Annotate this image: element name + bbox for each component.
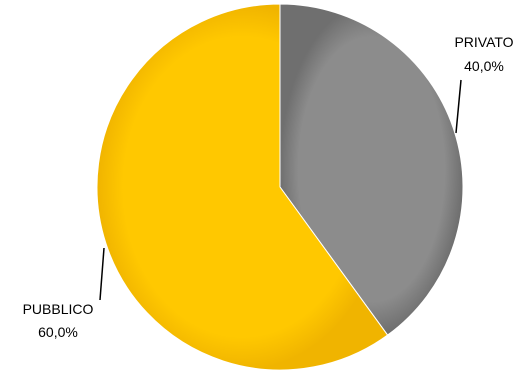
slice-value-pubblico: 60,0% xyxy=(38,324,78,340)
slice-value-privato: 40,0% xyxy=(464,58,504,74)
slice-label-privato: PRIVATO xyxy=(454,34,513,50)
leader-line-privato xyxy=(455,79,462,134)
pie-slice-pubblico xyxy=(96,3,389,371)
slice-label-pubblico: PUBBLICO xyxy=(23,301,94,317)
leader-line-pubblico xyxy=(99,247,105,301)
pie-slice-privato xyxy=(279,3,464,336)
